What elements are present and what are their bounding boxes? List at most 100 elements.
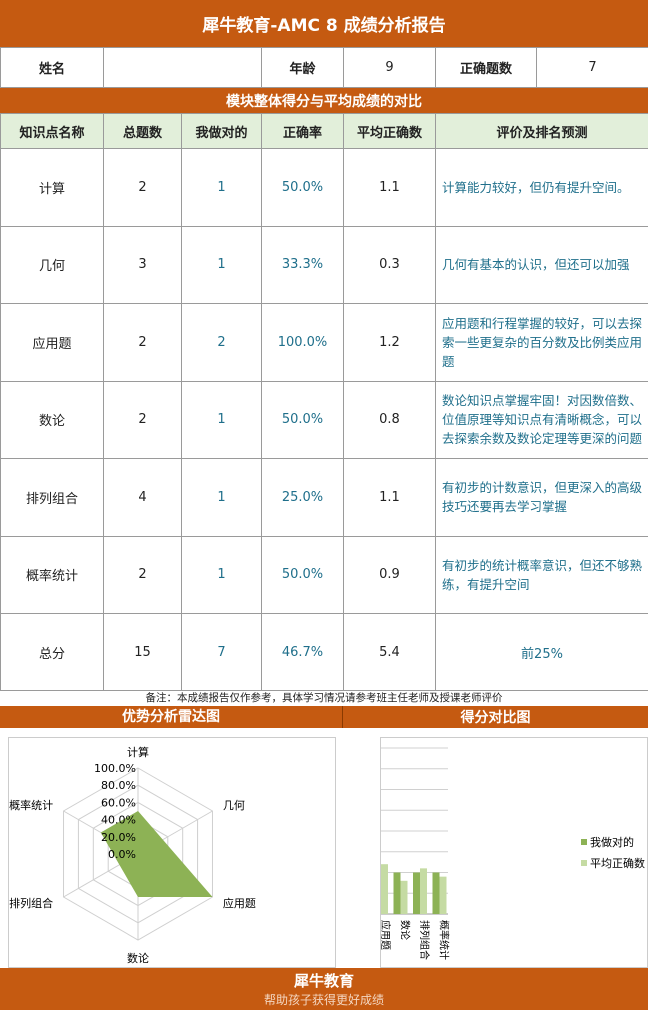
header-avg: 平均正确数 — [343, 113, 436, 149]
table-row: 概率统计 2 1 50.0% 0.9 有初步的统计概率意识，但还不够熟练，有提升空间 — [0, 535, 648, 614]
note: 备注：本成绩报告仅作参考，具体学习情况请参考班主任老师及授课老师评价 — [145, 692, 503, 704]
cell-mine: 1 — [181, 535, 262, 614]
legend-label: 平均正确数 — [590, 857, 645, 870]
table-row: 排列组合 4 1 25.0% 1.1 有初步的计数意识，但更深入的高级技巧还要再去学习掌握 — [0, 458, 648, 537]
radar-tick-label: 100.0% — [94, 762, 136, 775]
cell-avg: 1.1 — [343, 148, 436, 227]
age-value: 9 — [343, 47, 436, 88]
cell-avg: 0.9 — [343, 535, 436, 614]
cell-topic: 几何 — [0, 225, 104, 304]
radar-category-label: 应用题 — [223, 896, 256, 910]
bar-chart: 00.511.522.533.54计算几何应用题数论排列组合概率统计我做对的平均… — [380, 737, 648, 968]
footer: 犀牛教育 帮助孩子获得更好成绩 — [0, 968, 648, 1010]
cell-rate: 33.3% — [261, 225, 344, 304]
cell-topic: 计算 — [0, 148, 104, 227]
bar — [439, 876, 447, 914]
name-label: 姓名 — [0, 47, 104, 88]
cell-comment: 前25% — [435, 613, 648, 691]
section-title: 模块整体得分与平均成绩的对比 — [0, 88, 648, 113]
radar-category-label: 概率统计 — [9, 798, 53, 812]
radar-title: 优势分析雷达图 — [0, 706, 343, 728]
report-title: 犀牛教育-AMC 8 成绩分析报告 — [0, 0, 648, 47]
cell-topic: 概率统计 — [0, 535, 104, 614]
table-row: 总分 15 7 46.7% 5.4 前25% — [0, 613, 648, 691]
bar — [381, 864, 388, 914]
table-row: 几何 3 1 33.3% 0.3 几何有基本的认识，但还可以加强 — [0, 225, 648, 304]
score-table: 知识点名称 总题数 我做对的 正确率 平均正确数 评价及排名预测 计算 2 1 50.… — [0, 113, 648, 691]
cell-mine: 1 — [181, 225, 262, 304]
cell-comment: 数论知识点掌握牢固！对因数倍数、位值原理等知识点有清晰概念，可以去探索余数及数论… — [435, 380, 648, 459]
header-topic: 知识点名称 — [0, 113, 104, 149]
legend-label: 我做对的 — [590, 835, 634, 849]
cell-avg: 0.8 — [343, 380, 436, 459]
cell-mine: 2 — [181, 303, 262, 382]
cell-mine: 7 — [181, 613, 262, 691]
age-label: 年龄 — [261, 47, 344, 88]
bar — [380, 831, 381, 914]
cell-mine: 1 — [181, 380, 262, 459]
cell-total: 2 — [103, 148, 182, 227]
bar — [393, 872, 401, 914]
x-category-label: 应用题 — [380, 920, 392, 950]
footer-slogan: 帮助孩子获得更好成绩 — [263, 993, 384, 1007]
bar — [400, 880, 408, 914]
cell-topic: 总分 — [0, 613, 104, 691]
cell-topic: 应用题 — [0, 303, 104, 382]
cell-rate: 50.0% — [261, 380, 344, 459]
cell-rate: 50.0% — [261, 148, 344, 227]
cell-rate: 100.0% — [261, 303, 344, 382]
radar-tick-label: 60.0% — [101, 796, 136, 809]
radar-category-label: 排列组合 — [9, 896, 53, 910]
cell-total: 2 — [103, 535, 182, 614]
cell-rate: 25.0% — [261, 458, 344, 537]
cell-total: 2 — [103, 380, 182, 459]
cell-avg: 1.1 — [343, 458, 436, 537]
header-rate: 正确率 — [261, 113, 344, 149]
cell-comment: 有初步的计数意识，但更深入的高级技巧还要再去学习掌握 — [435, 458, 648, 537]
cell-total: 3 — [103, 225, 182, 304]
radar-tick-label: 40.0% — [101, 814, 136, 827]
cell-rate: 50.0% — [261, 535, 344, 614]
cell-avg: 5.4 — [343, 613, 436, 691]
radar-category-label: 数论 — [127, 951, 149, 965]
legend-swatch — [581, 860, 587, 866]
cell-topic: 数论 — [0, 380, 104, 459]
cell-total: 4 — [103, 458, 182, 537]
student-info-table: 姓名 年龄 9 正确题数 7 — [0, 47, 648, 88]
radar-tick-label: 0.0% — [108, 848, 136, 861]
table-row: 计算 2 1 50.0% 1.1 计算能力较好，但仍有提升空间。 — [0, 148, 648, 227]
radar-tick-label: 80.0% — [101, 779, 136, 792]
x-category-label: 概率统计 — [437, 920, 450, 960]
chart-header-bar: 优势分析雷达图 得分对比图 — [0, 706, 648, 728]
radar-tick-label: 20.0% — [101, 831, 136, 844]
cell-total: 2 — [103, 303, 182, 382]
cell-comment: 应用题和行程掌握的较好，可以去探索一些更复杂的百分数及比例类应用题 — [435, 303, 648, 382]
legend-swatch — [581, 839, 587, 845]
bar-chart-title: 得分对比图 — [460, 710, 531, 726]
x-category-label: 数论 — [398, 920, 411, 940]
header-total: 总题数 — [103, 113, 182, 149]
cell-comment: 有初步的统计概率意识，但还不够熟练，有提升空间 — [435, 535, 648, 614]
correct-count-value: 7 — [536, 47, 648, 88]
name-value — [103, 47, 262, 88]
cell-avg: 1.2 — [343, 303, 436, 382]
radar-category-label: 计算 — [127, 745, 149, 759]
table-row: 应用题 2 2 100.0% 1.2 应用题和行程掌握的较好，可以去探索一些更复杂的百分数… — [0, 303, 648, 382]
cell-avg: 0.3 — [343, 225, 436, 304]
radar-category-label: 几何 — [223, 799, 245, 812]
table-row: 数论 2 1 50.0% 0.8 数论知识点掌握牢固！对因数倍数、位值原理等知识点有清晰概… — [0, 380, 648, 459]
correct-count-label: 正确题数 — [435, 47, 537, 88]
footer-brand: 犀牛教育 — [293, 972, 354, 990]
bar — [420, 868, 427, 914]
header-comment: 评价及排名预测 — [435, 113, 648, 149]
cell-total: 15 — [103, 613, 182, 691]
header-mine: 我做对的 — [181, 113, 262, 149]
radar-area — [100, 811, 213, 897]
cell-mine: 1 — [181, 148, 262, 227]
cell-comment: 几何有基本的认识，但还可以加强 — [435, 225, 648, 304]
cell-mine: 1 — [181, 458, 262, 537]
x-category-label: 排列组合 — [418, 920, 431, 960]
cell-comment: 计算能力较好，但仍有提升空间。 — [435, 148, 648, 227]
cell-topic: 排列组合 — [0, 458, 104, 537]
